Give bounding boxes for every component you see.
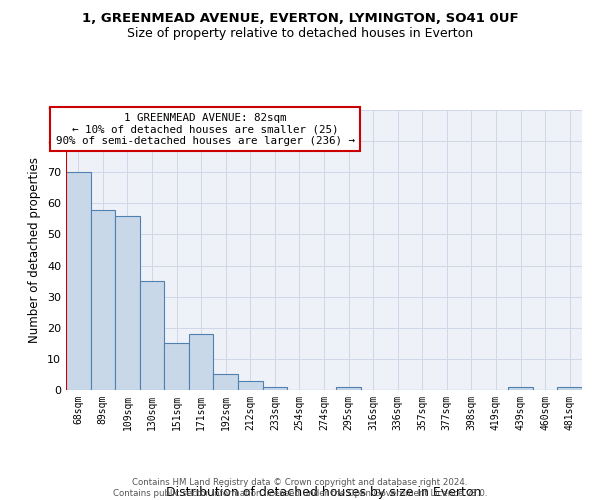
Text: 1, GREENMEAD AVENUE, EVERTON, LYMINGTON, SO41 0UF: 1, GREENMEAD AVENUE, EVERTON, LYMINGTON,… [82, 12, 518, 26]
Y-axis label: Number of detached properties: Number of detached properties [28, 157, 41, 343]
Bar [140, 281, 164, 390]
Bar [189, 334, 214, 390]
Bar [164, 344, 189, 390]
Text: 1 GREENMEAD AVENUE: 82sqm
← 10% of detached houses are smaller (25)
90% of semi-: 1 GREENMEAD AVENUE: 82sqm ← 10% of detac… [56, 113, 355, 146]
Bar [91, 210, 115, 390]
Bar [66, 172, 91, 390]
Bar [336, 387, 361, 390]
Text: Size of property relative to detached houses in Everton: Size of property relative to detached ho… [127, 28, 473, 40]
Bar [115, 216, 140, 390]
Bar [508, 387, 533, 390]
Text: Contains HM Land Registry data © Crown copyright and database right 2024.
Contai: Contains HM Land Registry data © Crown c… [113, 478, 487, 498]
Bar [214, 374, 238, 390]
Bar [263, 387, 287, 390]
Bar [557, 387, 582, 390]
Bar [238, 380, 263, 390]
X-axis label: Distribution of detached houses by size in Everton: Distribution of detached houses by size … [166, 486, 482, 498]
